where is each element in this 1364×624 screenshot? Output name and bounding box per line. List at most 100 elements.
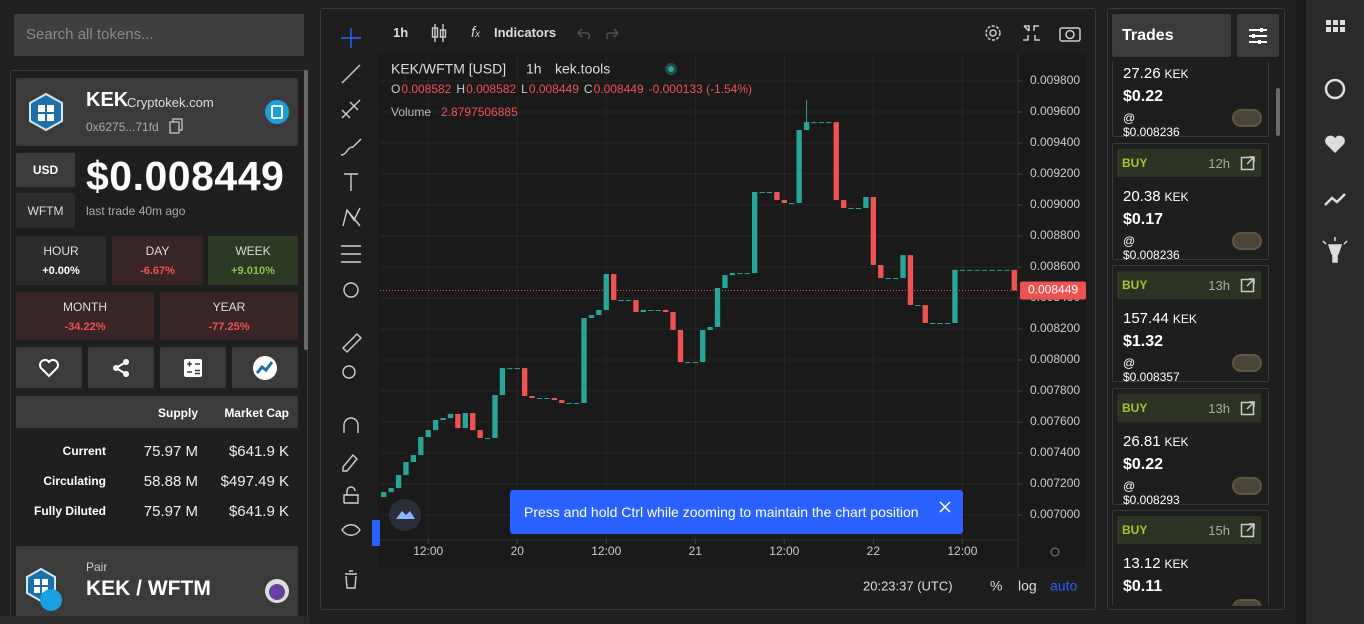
pair-logo [26,568,62,611]
calculator-button[interactable] [160,347,226,388]
candle-body [447,413,454,419]
token-site[interactable]: Cryptokek.com [127,95,214,110]
trade-link[interactable] [1240,522,1256,538]
candle-body [944,322,951,324]
trade-link[interactable] [1240,155,1256,171]
emoji-tool[interactable] [343,282,359,298]
table-header [16,396,298,428]
trade-age: 13h [1208,278,1230,293]
change-label: YEAR [212,300,246,314]
chart-settings[interactable] [982,22,1082,44]
token-badge [1232,109,1262,127]
favorite-button[interactable] [16,347,82,388]
percent-toggle[interactable]: % [990,578,1002,594]
scrollbar[interactable] [304,70,308,350]
trades-filter[interactable] [1237,14,1279,57]
indicators-icon[interactable]: fx [471,24,481,41]
token-address: 0x6275...71fd [86,120,159,134]
change-value: -77.25% [208,321,250,333]
row-label: Fully Diluted [34,504,106,518]
candle-body [722,275,728,288]
indicators-button[interactable]: Indicators [494,25,557,40]
axis-settings[interactable] [1050,547,1060,557]
trade-side: BUY [1122,155,1148,170]
trade-link[interactable] [1240,277,1256,293]
candle-body [499,368,506,396]
currency-button[interactable]: WFTM [16,193,75,228]
last-trade: last trade 40m ago [86,204,186,218]
trade-amount: 26.81 KEK [1123,433,1189,450]
candle-body [618,300,624,302]
collapse-toolbar[interactable] [372,520,380,546]
change-box [16,292,154,340]
unit: KEK [1164,67,1189,81]
menu-icon[interactable] [1326,20,1345,32]
analytics-button[interactable] [232,347,298,388]
zoom-tool[interactable] [342,365,356,379]
y-tick-label: 0.008200 [1030,321,1080,335]
trade-usd: $1.32 [1123,333,1164,350]
lock-draw-tool[interactable] [342,453,358,472]
grid [380,55,1018,540]
candle-body [744,273,750,275]
interval-button[interactable]: 1h [393,25,409,40]
candle-body [410,455,417,463]
auto-toggle[interactable]: auto [1050,578,1077,594]
visibility-tool[interactable] [341,524,361,536]
y-tick-label: 0.007200 [1030,476,1080,490]
change-label: WEEK [235,244,271,258]
copy-icon[interactable] [168,118,184,134]
trade-price: @ $0.008357 [1123,356,1180,384]
fib-tool[interactable] [341,245,361,263]
candle-body [648,309,654,311]
brush-tool[interactable] [340,138,362,156]
trade-side-bar [1117,516,1261,544]
toast-close[interactable] [939,501,951,513]
line-tool[interactable] [341,64,361,84]
row-label: Current [62,444,106,458]
fork-tool[interactable] [341,99,361,119]
legend-interval: 1h [526,61,542,77]
currency-button[interactable]: USD [16,153,75,187]
bottom-edge [0,616,310,624]
candle-body [388,488,394,493]
share-button[interactable] [88,347,154,388]
ruler-tool[interactable] [342,333,362,353]
sidebar [1306,0,1364,624]
candle-body [892,278,899,280]
volume-value: 2.8797506885 [441,105,518,119]
trades-scrollbar[interactable] [1276,88,1280,136]
lock-tool[interactable] [343,486,359,504]
account-icon[interactable] [1324,78,1346,100]
text-tool[interactable] [344,173,358,191]
token-badge [1232,354,1262,372]
candle-body [403,462,409,476]
trade-usd: $0.22 [1123,88,1164,105]
undo-redo[interactable] [575,26,621,40]
pattern-tool[interactable] [342,207,361,227]
candle-body [826,122,832,124]
candle-body [559,400,565,403]
candle-body [432,420,439,431]
trending-icon[interactable] [1324,193,1346,206]
candle-body [685,362,691,364]
change-value: +0.00% [42,265,80,277]
trade-usd: $0.17 [1123,210,1164,228]
unit: KEK [1164,189,1189,204]
trade-amount: 157.44 KEK [1123,310,1197,327]
crosshair-tool[interactable] [341,28,361,48]
favorites-icon[interactable] [1325,135,1345,153]
new-icon[interactable] [1322,237,1348,263]
chart-type-button[interactable] [430,22,448,44]
trade-link[interactable] [1240,400,1256,416]
search-input[interactable]: Search all tokens... [14,14,304,56]
candle-body [544,398,550,400]
chain-icon [265,100,289,124]
candle-body [803,122,810,131]
magnet-tool[interactable] [343,417,359,433]
log-toggle[interactable]: log [1018,578,1037,594]
candle-body [566,402,572,404]
delete-tool[interactable] [345,570,357,589]
y-tick-label: 0.009200 [1030,166,1080,180]
